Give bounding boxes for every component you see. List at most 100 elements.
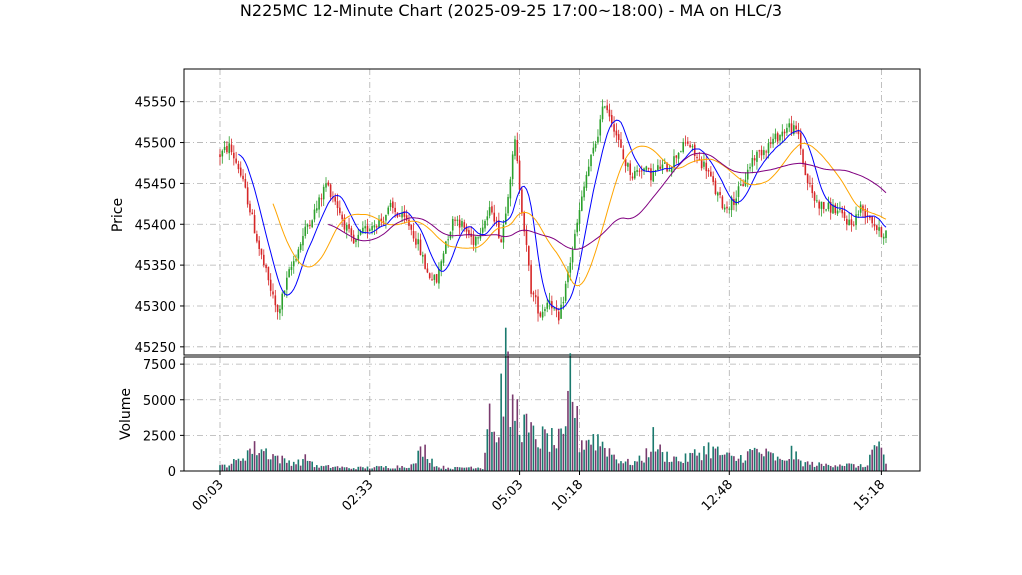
candle-body (710, 171, 712, 177)
candle-body (327, 182, 330, 186)
volume-bar (799, 460, 802, 471)
candle-body (507, 196, 509, 214)
candle-body (546, 302, 549, 309)
candle-body (746, 169, 749, 180)
candle-body (776, 133, 779, 142)
volume-bar (601, 441, 604, 471)
candle-body (822, 201, 825, 210)
volume-bar (772, 453, 774, 471)
volume-bar (650, 451, 652, 471)
candle-body (256, 234, 258, 242)
volume-bar (472, 468, 475, 471)
candle-body (839, 208, 841, 210)
candle-body (521, 189, 523, 214)
candle-body (624, 159, 627, 167)
volume-bar (242, 458, 244, 471)
volume-bar (447, 467, 449, 471)
volume-bar (226, 467, 228, 471)
candle-body (498, 220, 500, 238)
candle-body (495, 220, 498, 222)
volume-bar (663, 461, 666, 471)
volume-bar (341, 466, 343, 471)
candle-body (700, 160, 703, 169)
candle-body (534, 295, 537, 298)
candle-body (726, 206, 728, 209)
candle-body (587, 166, 590, 176)
candle-body (345, 224, 348, 231)
volume-bar (304, 454, 307, 471)
volume-bar (401, 465, 403, 471)
volume-bar (746, 451, 749, 471)
candle-body (631, 176, 634, 179)
candle-body (401, 212, 403, 218)
volume-bar (421, 456, 424, 471)
volume-bar (521, 442, 523, 471)
candle-body (606, 105, 608, 111)
volume-bar (419, 446, 422, 471)
candle-body (456, 219, 459, 221)
candle-body (493, 212, 496, 222)
volume-bar (769, 452, 772, 471)
volume-bar (583, 449, 585, 471)
candle-body (774, 133, 777, 140)
volume-bar (880, 447, 883, 471)
volume-bar (673, 456, 675, 471)
candle-body (811, 185, 814, 194)
candle-body (424, 254, 426, 269)
candle-body (834, 204, 837, 214)
volume-bar (811, 461, 814, 471)
candle-body (502, 224, 505, 243)
candle-body (723, 207, 726, 210)
x-tick-label: 02:33 (340, 477, 377, 514)
candle-body (781, 131, 784, 137)
volume-bar (295, 464, 297, 471)
x-tick-label: 10:18 (549, 477, 586, 514)
volume-bar (523, 414, 525, 471)
volume-bar (451, 469, 454, 471)
volume-bar (652, 427, 655, 471)
volume-bar (703, 446, 705, 471)
candle-body (445, 241, 447, 254)
candle-body (260, 248, 263, 255)
volume-bar (283, 458, 286, 471)
candle-body (802, 149, 804, 165)
volume-bar (753, 447, 756, 471)
candle-body (468, 230, 470, 235)
volume-bar (781, 459, 784, 471)
volume-bar (394, 468, 396, 471)
candle-body (516, 139, 519, 161)
candle-body (753, 158, 756, 161)
volume-bar (744, 460, 747, 471)
candle-body (451, 218, 454, 231)
price-tick-label: 45550 (135, 96, 176, 111)
volume-bar (412, 463, 415, 471)
candle-body (244, 179, 247, 188)
candle-body (465, 226, 468, 232)
candle-body (339, 207, 341, 214)
candle-body (309, 225, 311, 227)
candle-body (871, 216, 873, 224)
candle-body (438, 268, 440, 284)
candle-body (571, 249, 574, 263)
candle-body (297, 249, 300, 259)
volume-bar (617, 463, 620, 471)
volume-bar (262, 451, 265, 471)
volume-bar (841, 465, 844, 471)
candle-body (645, 166, 648, 170)
candle-body (809, 182, 811, 184)
candle-body (262, 254, 265, 265)
candle-body (788, 123, 791, 128)
candle-body (306, 224, 309, 227)
volume-panel: 0 2500 5000 7500 Volume (118, 327, 921, 480)
volume-bar (320, 465, 323, 471)
volume-bar (659, 444, 661, 471)
candle-body (410, 224, 413, 230)
candle-body (749, 167, 751, 169)
candle-body (638, 170, 641, 172)
candle-body (673, 156, 675, 169)
candle-body (882, 236, 885, 239)
volume-bar (774, 460, 777, 471)
volume-bar (449, 468, 452, 471)
volume-bar (850, 463, 853, 471)
